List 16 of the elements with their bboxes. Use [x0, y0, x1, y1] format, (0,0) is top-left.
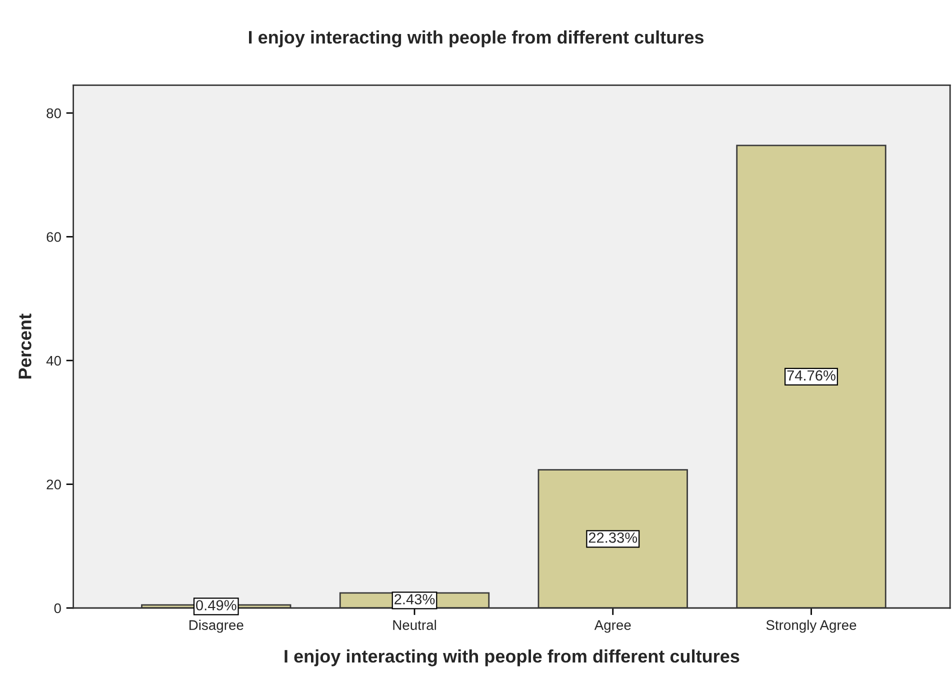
y-tick-label: 40 [46, 356, 61, 366]
x-tick-label: Disagree [189, 620, 244, 633]
y-tick-label: 0 [54, 603, 61, 614]
data-label: 2.43% [394, 594, 435, 604]
data-label: 0.49% [196, 600, 236, 610]
x-tick-label: Strongly Agree [766, 620, 856, 633]
x-tick-label: Neutral [393, 620, 436, 630]
chart-title: I enjoy interacting with people from different cultures [248, 30, 704, 48]
data-label: 74.76% [787, 370, 836, 381]
x-tick-label: Agree [594, 620, 631, 633]
y-tick-label: 60 [46, 232, 61, 242]
data-label: 22.33% [588, 532, 638, 543]
y-axis-title: Percent [18, 314, 32, 378]
x-axis-title: I enjoy interacting with people from different cultures [284, 649, 740, 666]
y-tick-label: 80 [46, 108, 61, 118]
y-tick-label: 20 [46, 480, 61, 490]
